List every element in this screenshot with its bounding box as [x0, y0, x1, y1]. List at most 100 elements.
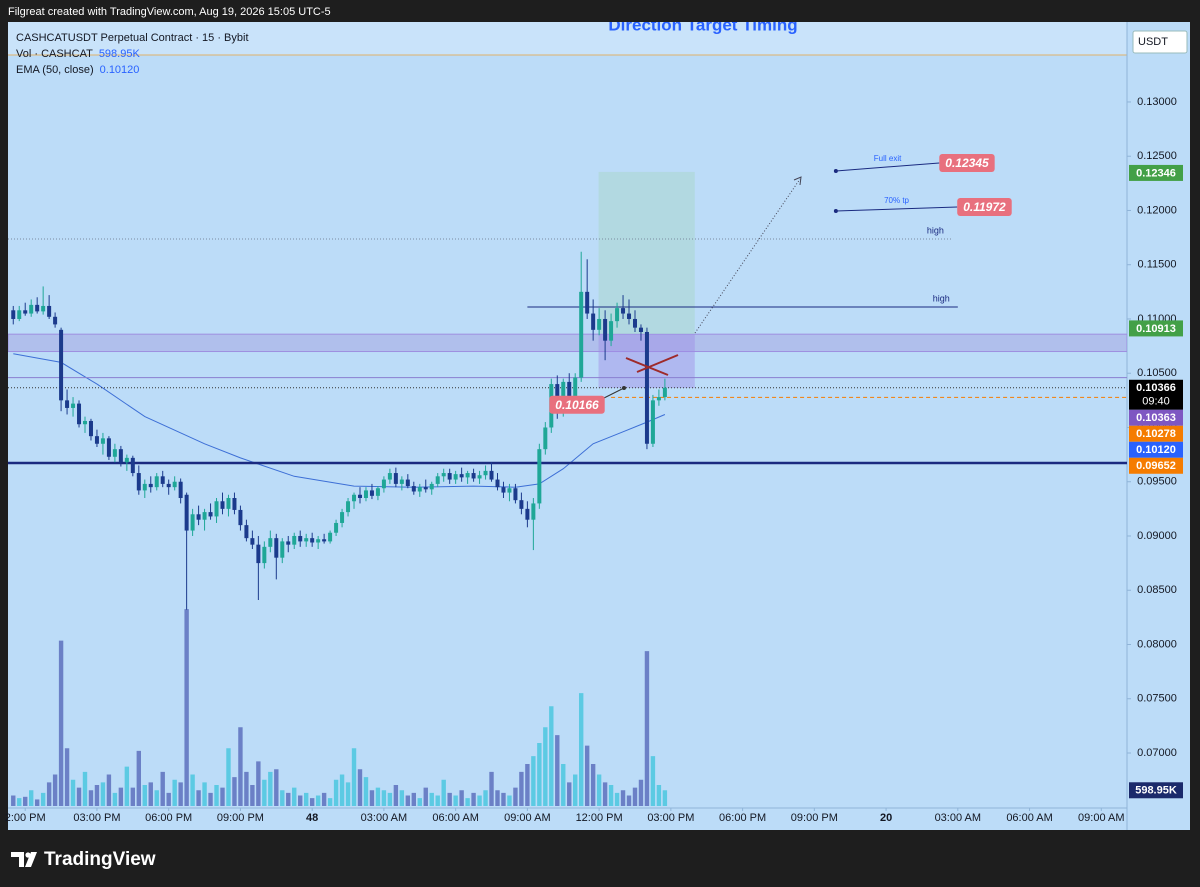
volume-bar: [286, 792, 291, 806]
axes: USDT 0.130000.125000.120000.115000.11000…: [5, 30, 1188, 824]
candle-body: [495, 479, 500, 488]
candle-body: [71, 403, 76, 408]
candle-body: [322, 539, 327, 542]
volume-bar: [112, 792, 118, 806]
currency-box[interactable]: [1132, 30, 1188, 54]
volume-bar: [411, 792, 417, 806]
legend-value: 0.10120: [100, 64, 140, 76]
candle-body: [477, 475, 482, 479]
candle-body: [483, 470, 488, 476]
volume-badge: [1129, 782, 1183, 799]
volume-bar: [584, 745, 590, 806]
candle-body: [465, 473, 470, 478]
candle-body: [411, 486, 416, 492]
volume-bar: [46, 782, 52, 806]
y-tick-label: 0.13000: [1137, 96, 1177, 108]
volume-bar: [561, 764, 566, 806]
volume-bar: [632, 787, 638, 806]
candle-body: [316, 539, 321, 543]
candle-body: [41, 305, 46, 312]
candle-body: [513, 488, 518, 501]
projection-arrow: [694, 178, 801, 334]
candle-body: [47, 305, 52, 317]
volume-bar: [88, 790, 94, 806]
volume-bar: [28, 790, 34, 806]
volume-bar: [238, 727, 243, 806]
volume-bar: [333, 779, 339, 806]
volume-bar: [465, 798, 470, 806]
candle-body: [471, 473, 476, 479]
legend-band: [8, 22, 1127, 55]
candle-body: [632, 318, 637, 328]
volume-bar: [142, 785, 147, 806]
candle-body: [627, 313, 632, 319]
candle-body: [591, 313, 596, 330]
plot-area: Direction Target Timing high high: [8, 22, 1127, 806]
volume-bar: [381, 790, 387, 806]
badge: [939, 153, 995, 172]
arrow-head: [793, 176, 802, 186]
candle-body: [190, 514, 195, 531]
volume-bar: [513, 787, 518, 806]
y-tick-label: 0.07000: [1137, 747, 1177, 759]
candle-body: [363, 490, 368, 499]
candle-body: [214, 501, 219, 517]
symbol: CASHCATUSDT Perpetual Contract · 15 · By…: [16, 32, 249, 44]
volume-bar: [208, 792, 213, 806]
candle-body: [23, 310, 28, 314]
candle-body: [346, 501, 351, 513]
currency: USDT: [1138, 36, 1168, 48]
volume-bar: [154, 790, 159, 806]
x-tick-label: 09:00 AM: [504, 812, 550, 824]
brand: TradingView: [44, 849, 156, 870]
price-badge-text: 0.10120: [1136, 444, 1176, 456]
volume-bar: [656, 785, 662, 806]
candle-body: [519, 500, 524, 509]
volume-bar: [309, 798, 315, 806]
y-tick-label: 0.08500: [1137, 584, 1177, 596]
candle-body: [106, 438, 111, 457]
x-tick-label: 2:00 PM: [5, 812, 46, 824]
volume-bar: [298, 795, 303, 806]
volume-bar: [268, 771, 273, 806]
volume-bar: [34, 799, 40, 806]
ray-dot: [833, 209, 838, 214]
candle-body: [340, 512, 345, 523]
volume-bar: [375, 787, 381, 806]
candle-body: [525, 508, 530, 520]
price-badge: [1129, 457, 1183, 474]
x-tick-label: 09:00 PM: [791, 812, 838, 824]
volume-bar: [82, 771, 88, 806]
x-tick-label: 09:00 AM: [1078, 812, 1124, 824]
volume-bar: [369, 790, 375, 806]
volume-bar: [280, 790, 285, 806]
candle-body: [537, 449, 542, 504]
candle-body: [423, 487, 428, 490]
price-badge: [1129, 379, 1183, 410]
volume-bar: [662, 790, 668, 806]
candle-body: [160, 476, 165, 484]
volume-bar: [64, 748, 70, 806]
candle-body: [244, 525, 249, 539]
volume-bar: [477, 795, 482, 806]
volume-bar: [214, 785, 219, 806]
volume-bar: [172, 779, 177, 806]
candle-body: [585, 291, 590, 314]
candle-body: [489, 470, 494, 480]
volume-bar: [489, 771, 494, 806]
volume-bar: [148, 782, 153, 806]
cross-mark: [625, 357, 669, 376]
price-badge-text: 0.09652: [1136, 460, 1176, 472]
candle-body: [142, 483, 147, 491]
candle-body: [441, 473, 446, 477]
candle-body: [226, 498, 231, 509]
candle-body: [298, 535, 303, 542]
x-tick-label: 03:00 AM: [935, 812, 981, 824]
candle-body: [310, 538, 315, 543]
x-tick-label: 12:00 PM: [576, 812, 623, 824]
candle-body: [453, 474, 458, 480]
candle-body: [334, 522, 339, 533]
price-badge-text: 0.10366: [1136, 382, 1176, 394]
candle-body: [35, 304, 40, 312]
